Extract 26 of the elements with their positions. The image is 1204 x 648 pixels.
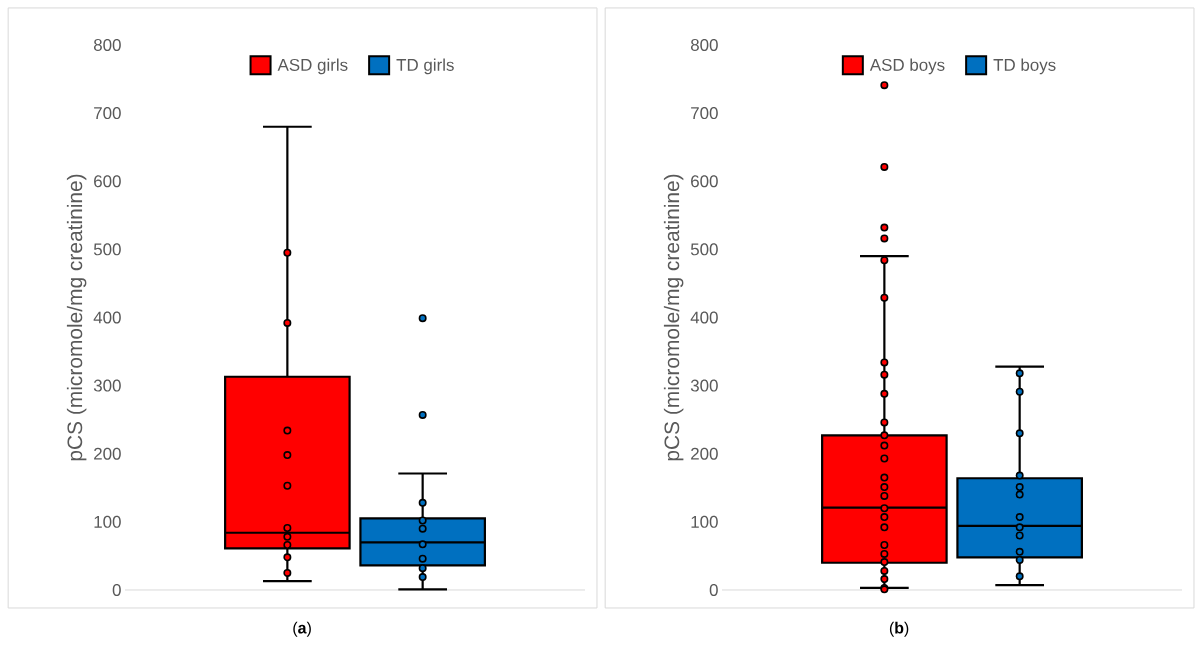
legend-label: TD girls [396,58,454,75]
y-tick-label: 700 [94,107,121,120]
y-tick-label: 400 [93,311,121,324]
y-tick-label: 700 [691,107,718,120]
text: (b) [889,621,909,637]
y-tick-label: 600 [94,175,121,188]
y-axis-title: pCS (micromole/mg creatinine) [663,174,684,461]
y-tick-label: 300 [93,379,121,392]
y-axis-title: pCS (micromole/mg creatinine) [66,174,87,461]
y-tick-label: 300 [690,379,718,392]
y-tick-label: 100 [691,515,718,528]
y-tick-label: 200 [94,447,121,460]
y-tick-label: 600 [691,175,718,188]
legend-label: ASD girls [277,58,348,75]
y-tick-label: 500 [690,243,718,256]
y-tick-label: 200 [691,447,718,460]
legend-label: ASD boys [869,58,945,75]
y-tick-label: 800 [93,38,121,51]
y-tick-label: 0 [709,583,718,596]
text: (a) [293,621,311,637]
y-tick-label: 0 [112,583,121,596]
legend-label: TD boys [993,58,1056,75]
y-tick-label: 100 [94,515,121,528]
y-tick-label: 800 [690,38,718,51]
y-tick-label: 400 [690,311,718,324]
y-tick-label: 500 [93,243,121,256]
